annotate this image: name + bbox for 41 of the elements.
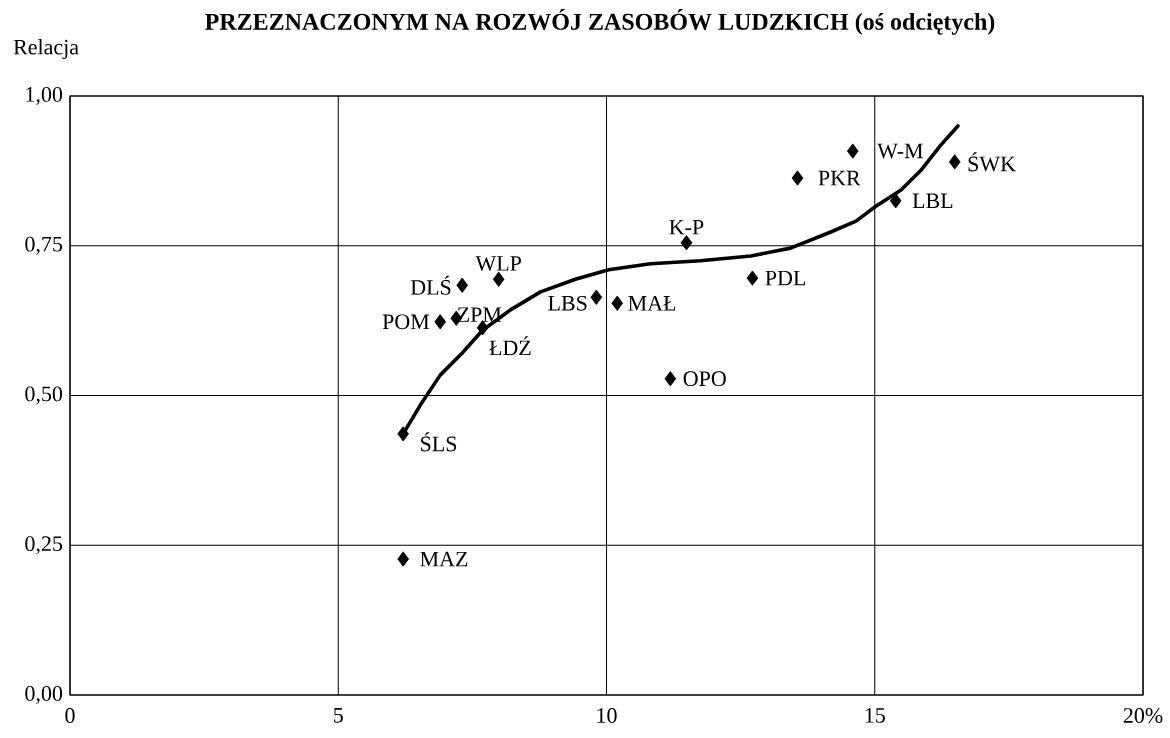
point bbox=[746, 270, 759, 286]
point bbox=[680, 235, 693, 251]
point bbox=[611, 295, 624, 311]
x-tick-label: 10 bbox=[597, 708, 617, 723]
y-tick-label: 0,25 bbox=[25, 536, 63, 555]
y-tick-label: 0,50 bbox=[25, 386, 63, 405]
y-axis-title: Relacja bbox=[13, 39, 79, 59]
point bbox=[889, 193, 902, 209]
annotation: ŁDŹ bbox=[489, 336, 531, 356]
annotation: WLP bbox=[475, 256, 522, 271]
annotation: ŚWK bbox=[968, 152, 1016, 172]
annotation: W-M bbox=[877, 143, 923, 159]
annotation: PKR bbox=[818, 170, 861, 186]
annotation: LBS bbox=[548, 295, 587, 311]
point bbox=[846, 143, 859, 159]
point bbox=[456, 277, 468, 293]
chart-title: PRZEZNACZONYM NA ROZWÓJ ZASOBÓW LUDZKICH (oś odciętych) bbox=[205, 9, 995, 35]
annotation: MAŁ bbox=[628, 295, 676, 311]
point bbox=[434, 314, 446, 330]
x-tick-label: 5 bbox=[334, 708, 343, 723]
x-tick-label: 20% bbox=[1123, 708, 1163, 723]
annotation: DLŚ bbox=[410, 275, 451, 295]
annotation: ŚLS bbox=[421, 432, 457, 452]
annotation: K-P bbox=[669, 219, 704, 235]
point bbox=[948, 154, 961, 170]
annotation: MAZ bbox=[420, 551, 468, 567]
x-tick-label: 15 bbox=[865, 708, 885, 723]
annotation: PDL bbox=[765, 270, 806, 286]
point bbox=[664, 371, 677, 387]
point bbox=[791, 170, 804, 186]
y-tick-label: 1,00 bbox=[26, 87, 63, 105]
annotation: POM bbox=[382, 314, 430, 330]
x-tick-label: 0 bbox=[65, 708, 75, 723]
annotation: LBL bbox=[912, 193, 953, 209]
y-tick-label: 0,75 bbox=[25, 236, 63, 255]
point bbox=[397, 426, 409, 442]
point bbox=[397, 551, 409, 567]
annotation: OPO bbox=[683, 371, 726, 387]
point bbox=[590, 289, 603, 305]
y-tick-label: 0,00 bbox=[25, 686, 63, 705]
point bbox=[492, 271, 505, 287]
